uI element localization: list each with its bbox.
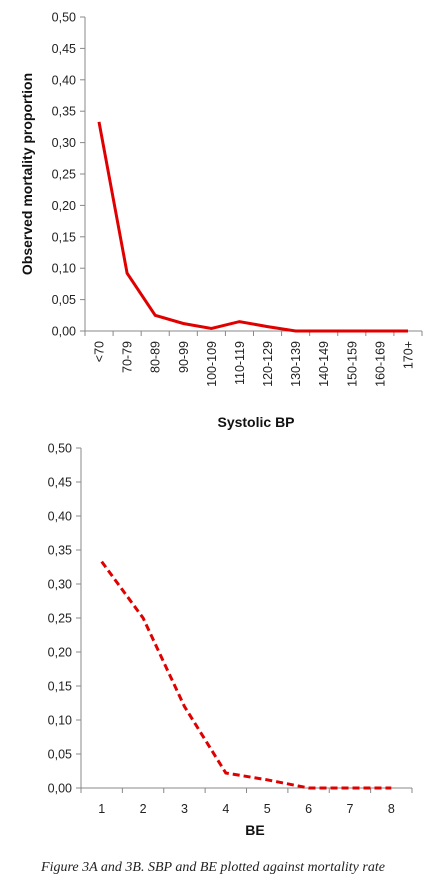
chartA-y-tick-label: 0,10: [52, 262, 76, 276]
chartB-x-tick-label: 1: [98, 802, 105, 816]
chartB-x-tick-label: 8: [388, 802, 395, 816]
chartA-x-tick-label: 80-89: [149, 341, 163, 373]
chartA-y-tick-label: 0,00: [52, 325, 76, 339]
chartB-y-tick-label: 0,00: [48, 782, 72, 796]
chartB-series-line: [100, 560, 392, 790]
chartA-x-tick-label: 70-79: [121, 341, 135, 373]
chartA-y-tick-label: 0,25: [52, 168, 76, 182]
chartB-x-tick-label: 4: [222, 802, 229, 816]
chartA-x-tick-label: 160-169: [373, 341, 387, 387]
chartA-y-tick-label: 0,45: [52, 42, 76, 56]
chartA-x-tick-label: 90-99: [177, 341, 191, 373]
chartB-y-tick-label: 0,25: [48, 612, 72, 626]
chart-a-systolic-bp: 0,00 0,05 0,10 0,15 0,20 0,25 0,30 0,35 0,40 0,45…: [19, 11, 423, 430]
chartA-x-tick-label: 170+: [401, 341, 415, 369]
chart-a-y-axis-label: Observed mortality proportion: [19, 73, 35, 275]
chartA-series-line: [97, 121, 408, 333]
chartA-x-tick-label: 110-119: [233, 341, 247, 385]
chartB-x-tick-label: 3: [181, 802, 188, 816]
chartA-x-tick-label: 120-129: [261, 341, 275, 387]
chartA-y-tick-label: 0,15: [52, 230, 76, 244]
chartB-y-tick-label: 0,15: [48, 680, 72, 694]
chartA-x-tick-label: <70: [93, 341, 107, 362]
chartA-x-tick-label: 150-159: [345, 341, 359, 387]
figure-caption: Figure 3A and 3B. SBP and BE plotted aga…: [40, 860, 385, 875]
chartA-y-tick-label: 0,40: [52, 73, 76, 87]
chartB-y-tick-label: 0,50: [48, 442, 72, 456]
chartA-y-tick-label: 0,35: [52, 105, 76, 119]
chartB-x-tick-label: 6: [305, 802, 312, 816]
chartA-y-tick-label: 0,50: [52, 11, 76, 25]
chartB-y-tick-label: 0,30: [48, 578, 72, 592]
chart-b-x-axis-label: BE: [245, 822, 264, 838]
chart-a-x-axis-label: Systolic BP: [217, 414, 294, 430]
chart-b-be: 0,00 0,05 0,10 0,15 0,20 0,25 0,30 0,35 0,40 0,45…: [48, 442, 413, 838]
chartB-y-tick-label: 0,05: [48, 748, 72, 762]
chartB-y-tick-label: 0,35: [48, 544, 72, 558]
chartA-y-tick-label: 0,20: [52, 199, 76, 213]
chartA-y-tick-label: 0,30: [52, 136, 76, 150]
chartB-x-tick-label: 2: [140, 802, 147, 816]
chartA-x-tick-label: 130-139: [289, 341, 303, 387]
chartB-x-tick-label: 7: [346, 802, 353, 816]
chartA-x-tick-label: 140-149: [317, 341, 331, 387]
chartA-y-tick-label: 0,05: [52, 293, 76, 307]
chartB-y-tick-label: 0,10: [48, 714, 72, 728]
chartB-x-tick-label: 5: [264, 802, 271, 816]
chartB-y-tick-label: 0,40: [48, 510, 72, 524]
chartA-x-tick-label: 100-109: [205, 341, 219, 387]
chartB-y-tick-label: 0,45: [48, 476, 72, 490]
chartB-y-tick-label: 0,20: [48, 646, 72, 660]
